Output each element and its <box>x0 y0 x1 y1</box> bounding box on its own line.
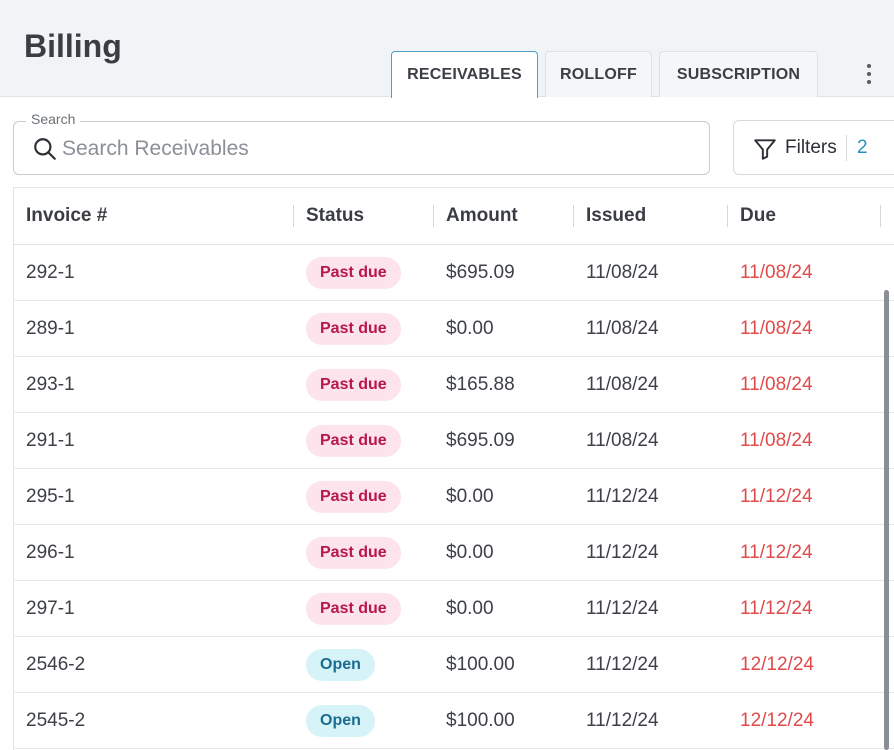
issued-date: 11/12/24 <box>586 654 659 675</box>
invoice-number: 2545-2 <box>26 710 86 731</box>
column-header-status[interactable]: Status <box>306 205 365 226</box>
status-badge: Past due <box>306 313 401 345</box>
invoice-number: 297-1 <box>26 598 75 619</box>
status-badge: Open <box>306 705 375 737</box>
page-header: Billing RECEIVABLES ROLLOFF SUBSCRIPTION <box>0 0 894 98</box>
column-header-due[interactable]: Due <box>740 205 776 226</box>
search-box[interactable] <box>13 121 710 175</box>
table-row[interactable]: 296-1 Past due $0.00 11/12/24 11/12/24 <box>14 525 894 581</box>
table-row[interactable]: 2545-2 Open $100.00 11/12/24 12/12/24 <box>14 693 894 749</box>
table-header: Invoice # Status Amount Issued Due <box>14 188 894 245</box>
status-badge: Past due <box>306 481 401 513</box>
status-cell: Past due <box>306 301 401 357</box>
issued-date: 11/08/24 <box>586 374 659 395</box>
table-row[interactable]: 289-1 Past due $0.00 11/08/24 11/08/24 <box>14 301 894 357</box>
status-badge: Past due <box>306 369 401 401</box>
divider <box>846 135 847 161</box>
invoice-number: 295-1 <box>26 486 75 507</box>
tab-label: SUBSCRIPTION <box>676 65 801 83</box>
due-date: 11/08/24 <box>740 318 813 339</box>
due-date: 11/08/24 <box>740 262 813 283</box>
due-date: 12/12/24 <box>740 710 814 731</box>
due-date: 11/12/24 <box>740 598 813 619</box>
column-separator[interactable] <box>727 205 728 227</box>
column-header-issued[interactable]: Issued <box>586 205 647 226</box>
status-cell: Open <box>306 637 375 693</box>
funnel-icon <box>754 139 776 160</box>
issued-date: 11/12/24 <box>586 542 659 563</box>
status-cell: Past due <box>306 581 401 637</box>
table-row[interactable]: 2546-2 Open $100.00 11/12/24 12/12/24 <box>14 637 894 693</box>
table-row[interactable]: 291-1 Past due $695.09 11/08/24 11/08/24 <box>14 413 894 469</box>
invoice-number: 293-1 <box>26 374 75 395</box>
amount: $100.00 <box>446 654 515 675</box>
amount: $0.00 <box>446 598 494 619</box>
issued-date: 11/12/24 <box>586 710 659 731</box>
amount: $695.09 <box>446 262 515 283</box>
table-row[interactable]: 297-1 Past due $0.00 11/12/24 11/12/24 <box>14 581 894 637</box>
invoice-number: 289-1 <box>26 318 75 339</box>
amount: $0.00 <box>446 318 494 339</box>
issued-date: 11/12/24 <box>586 598 659 619</box>
status-cell: Past due <box>306 525 401 581</box>
invoice-number: 292-1 <box>26 262 75 283</box>
tab-label: ROLLOFF <box>560 65 637 83</box>
tab-label: RECEIVABLES <box>407 66 522 83</box>
column-header-invoice[interactable]: Invoice # <box>26 205 108 226</box>
status-badge: Past due <box>306 537 401 569</box>
column-separator[interactable] <box>293 205 294 227</box>
tab-receivables[interactable]: RECEIVABLES <box>391 51 538 98</box>
amount: $695.09 <box>446 430 515 451</box>
scrollbar[interactable] <box>884 290 889 750</box>
page-title: Billing <box>24 28 122 64</box>
amount: $100.00 <box>446 710 515 731</box>
issued-date: 11/08/24 <box>586 318 659 339</box>
column-separator[interactable] <box>573 205 574 227</box>
due-date: 11/08/24 <box>740 374 813 395</box>
status-cell: Open <box>306 693 375 749</box>
invoice-number: 296-1 <box>26 542 75 563</box>
filters-label: Filters <box>785 137 837 158</box>
amount: $0.00 <box>446 486 494 507</box>
status-cell: Past due <box>306 245 401 301</box>
tab-rolloff[interactable]: ROLLOFF <box>545 51 652 97</box>
column-header-amount[interactable]: Amount <box>446 205 518 226</box>
status-cell: Past due <box>306 469 401 525</box>
tab-subscription[interactable]: SUBSCRIPTION <box>659 51 818 97</box>
status-badge: Open <box>306 649 375 681</box>
search-icon <box>34 138 56 160</box>
invoice-number: 2546-2 <box>26 654 86 675</box>
status-badge: Past due <box>306 593 401 625</box>
search-label: Search <box>26 111 81 127</box>
filters-button[interactable]: Filters 2 <box>733 120 894 175</box>
table-row[interactable]: 292-1 Past due $695.09 11/08/24 11/08/24 <box>14 245 894 301</box>
due-date: 11/12/24 <box>740 486 813 507</box>
amount: $165.88 <box>446 374 515 395</box>
search-input[interactable] <box>62 132 682 166</box>
column-separator[interactable] <box>880 205 881 227</box>
status-badge: Past due <box>306 257 401 289</box>
status-badge: Past due <box>306 425 401 457</box>
status-cell: Past due <box>306 357 401 413</box>
filters-count-badge: 2 <box>857 137 868 158</box>
column-separator[interactable] <box>433 205 434 227</box>
kebab-vertical-icon[interactable] <box>858 60 880 88</box>
status-cell: Past due <box>306 413 401 469</box>
table-row[interactable]: 293-1 Past due $165.88 11/08/24 11/08/24 <box>14 357 894 413</box>
table-row[interactable]: 295-1 Past due $0.00 11/12/24 11/12/24 <box>14 469 894 525</box>
issued-date: 11/12/24 <box>586 486 659 507</box>
issued-date: 11/08/24 <box>586 262 659 283</box>
due-date: 11/12/24 <box>740 542 813 563</box>
due-date: 11/08/24 <box>740 430 813 451</box>
amount: $0.00 <box>446 542 494 563</box>
due-date: 12/12/24 <box>740 654 814 675</box>
issued-date: 11/08/24 <box>586 430 659 451</box>
receivables-table: Invoice # Status Amount Issued Due 292-1… <box>13 187 894 750</box>
invoice-number: 291-1 <box>26 430 75 451</box>
